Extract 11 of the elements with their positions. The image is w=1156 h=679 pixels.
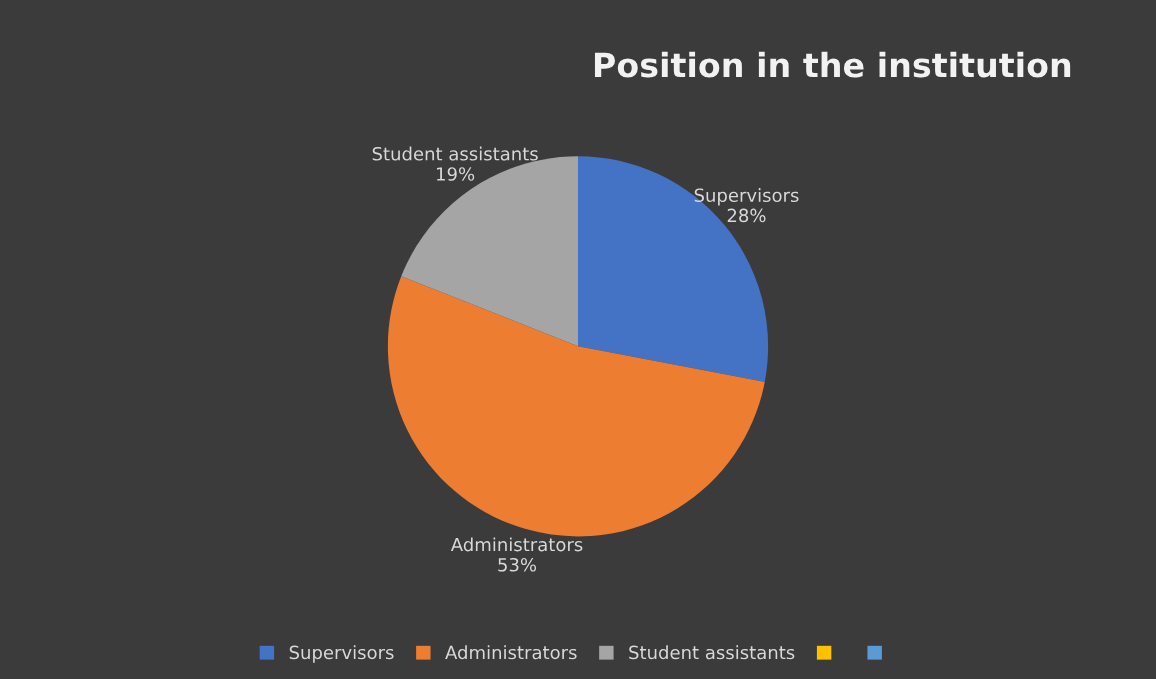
slice-label: Student assistants xyxy=(372,146,538,161)
chart-title: Position in the institution xyxy=(594,51,1071,78)
slice-label: Supervisors xyxy=(694,188,799,206)
data-label: 53% xyxy=(498,557,537,572)
legend-label: Student assistants xyxy=(629,645,795,660)
data-label: 19% xyxy=(437,167,475,181)
legend-label: Supervisors xyxy=(289,645,394,663)
pie-slice xyxy=(387,276,765,537)
data-label: 28% xyxy=(727,208,766,223)
legend-label: Administrators xyxy=(445,645,577,660)
slice-label: Administrators xyxy=(450,537,583,552)
